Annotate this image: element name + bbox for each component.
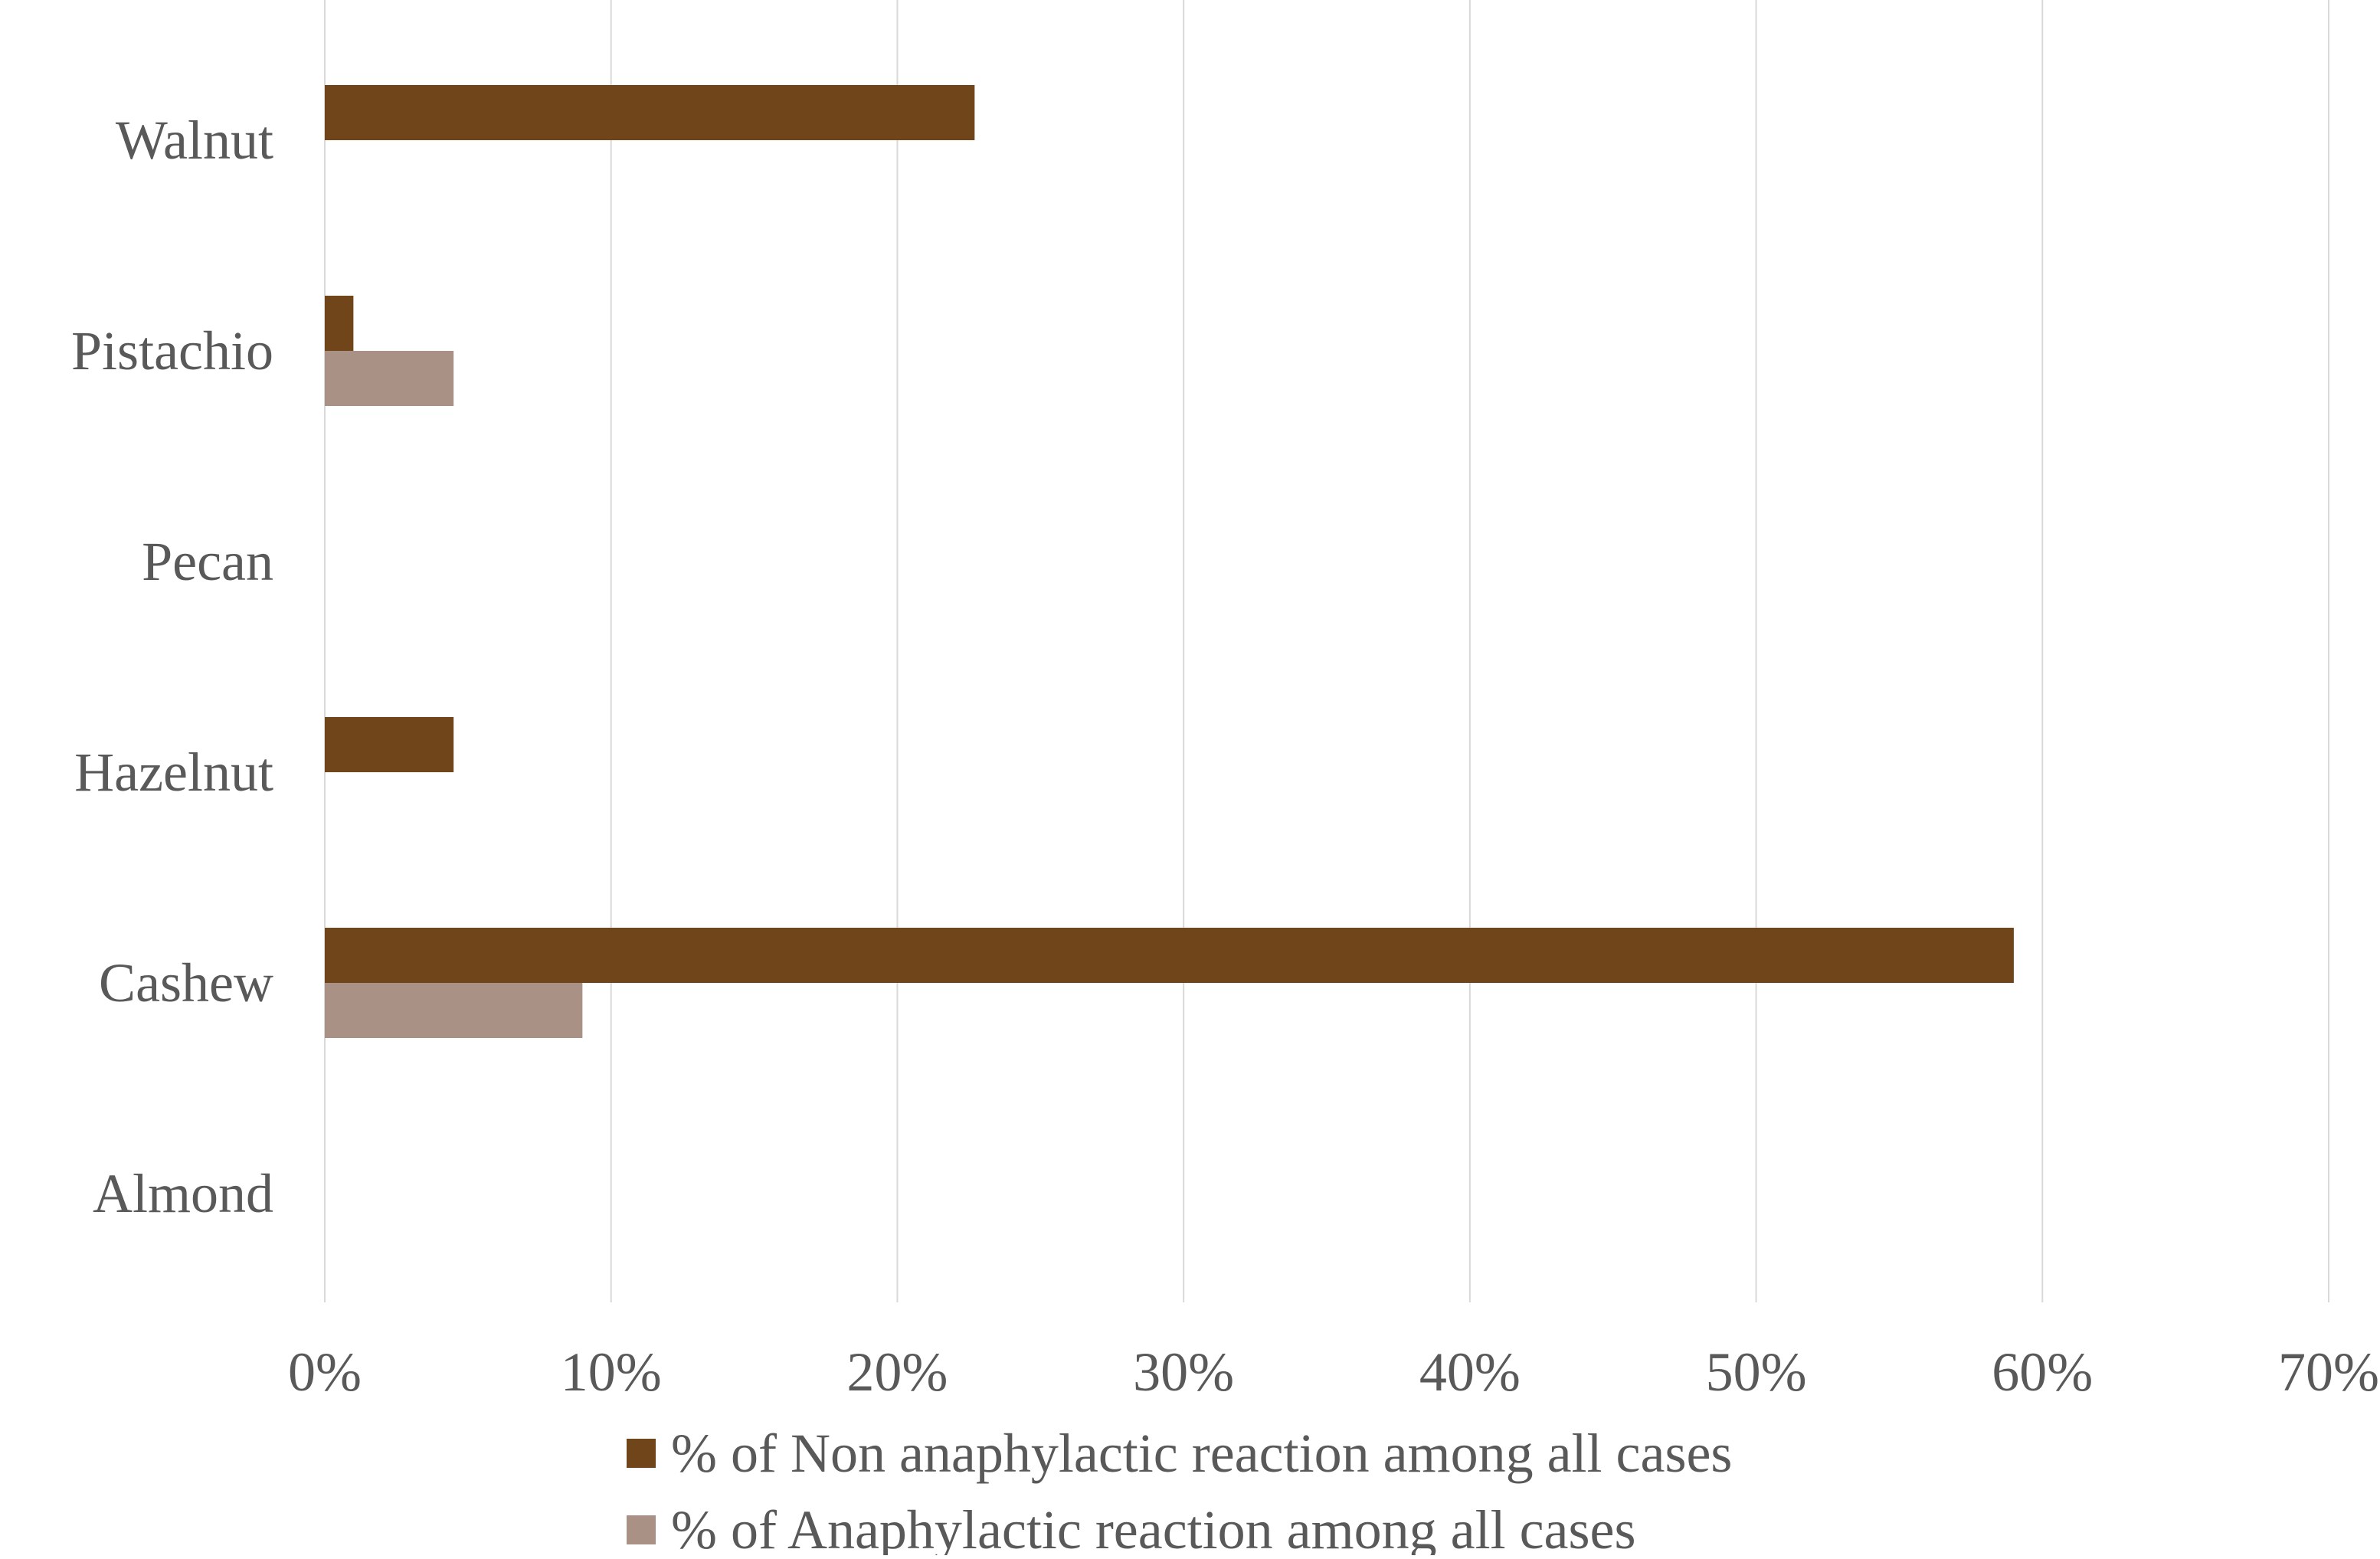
category-label: Walnut [116, 110, 273, 171]
legend-label: % of Non anaphylactic reaction among all… [671, 1423, 1732, 1484]
x-tick-label: 20% [846, 1341, 948, 1403]
bar [325, 85, 975, 140]
bar [325, 296, 354, 351]
category-label: Hazelnut [74, 742, 273, 803]
category-label: Cashew [99, 952, 273, 1014]
x-tick-label: 0% [288, 1341, 362, 1403]
x-tick-label: 50% [1706, 1341, 1807, 1403]
legend: % of Non anaphylactic reaction among all… [627, 1423, 1732, 1559]
bars [325, 85, 2014, 1038]
gridlines [324, 0, 2329, 1302]
x-tick-labels: 0% 10% 20% 30% 40% 50% 60% 70% [288, 1341, 2379, 1403]
bar [325, 928, 2014, 983]
x-tick-label: 30% [1133, 1341, 1234, 1403]
x-tick-label: 60% [1992, 1341, 2093, 1403]
category-labels: Walnut Pistachio Pecan Hazelnut Cashew Almond [71, 110, 273, 1224]
legend-swatch [627, 1439, 656, 1468]
x-tick-label: 10% [561, 1341, 662, 1403]
x-tick-label: 40% [1419, 1341, 1521, 1403]
legend-swatch [627, 1515, 656, 1544]
category-label: Pistachio [71, 320, 273, 382]
bar [325, 983, 583, 1038]
legend-label: % of Anaphylactic reaction among all cas… [671, 1499, 1636, 1555]
bar [325, 351, 454, 406]
category-label: Almond [93, 1163, 273, 1224]
bar [325, 717, 454, 772]
category-label: Pecan [142, 531, 273, 592]
x-tick-label: 70% [2278, 1341, 2379, 1403]
